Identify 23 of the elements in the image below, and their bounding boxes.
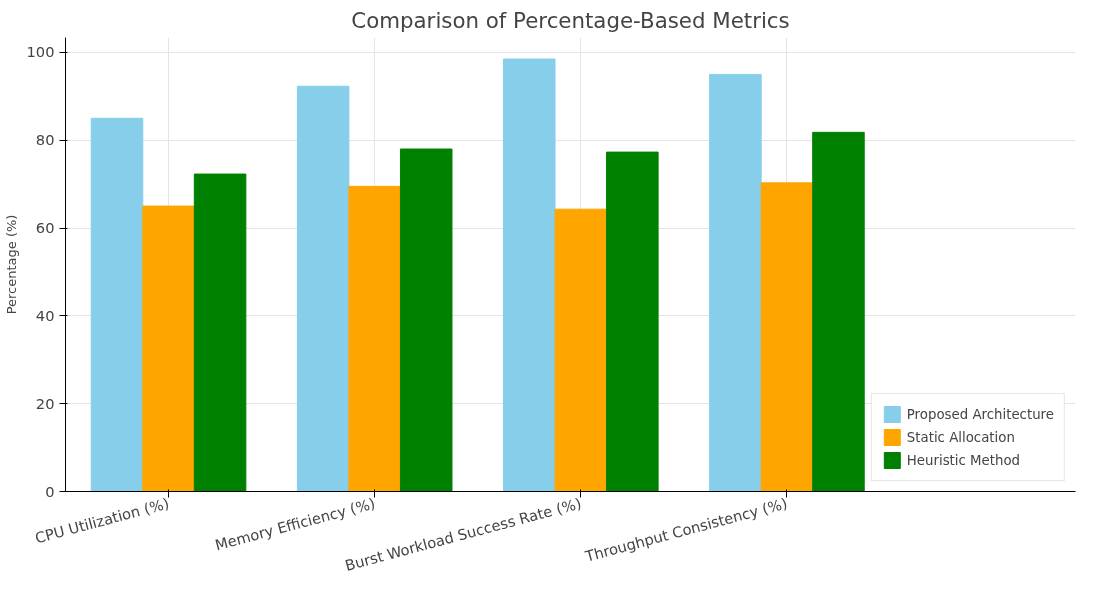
legend-label: Proposed Architecture [906,406,1054,422]
y-tick-label: 60 [35,219,55,237]
bar [296,85,350,492]
y-tick-label: 80 [35,131,55,149]
bar [348,185,401,492]
bar [142,205,195,492]
bar [554,208,608,492]
bar [709,73,762,492]
bar [812,131,865,492]
bar [193,173,247,492]
y-tick-label: 20 [35,394,55,412]
bar [503,58,556,492]
bar [606,151,659,492]
bar [399,148,453,492]
y-axis-title: Percentage (%) [3,214,19,315]
bar [760,182,814,492]
legend-label: Heuristic Method [906,452,1021,468]
y-tick-label: 40 [35,306,55,324]
y-tick-label: 0 [45,482,55,500]
y-tick-label: 100 [26,43,55,61]
bar [90,117,144,492]
chart-title: Comparison of Percentage-Based Metrics [351,7,790,33]
legend-label: Static Allocation [906,429,1015,445]
